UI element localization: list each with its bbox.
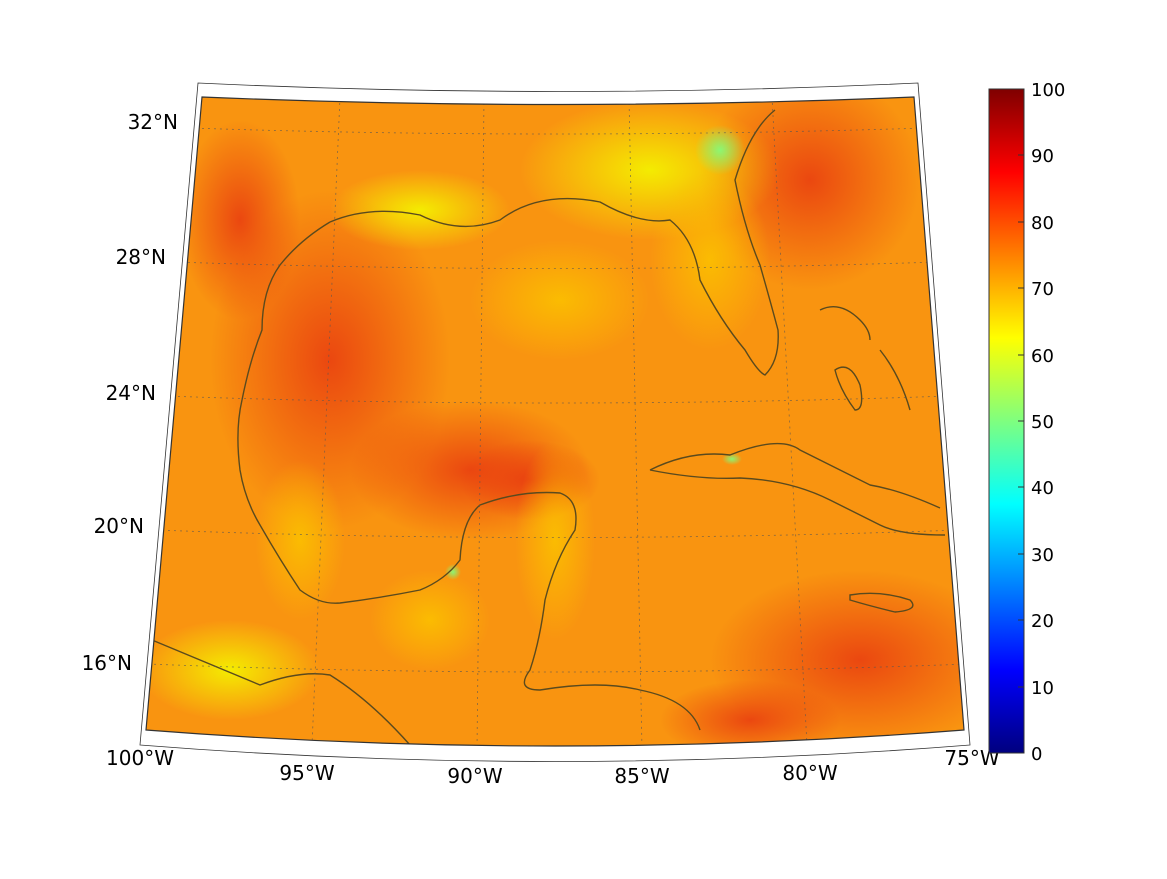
lon-label: 100°W: [106, 746, 174, 770]
lon-label: 95°W: [279, 761, 334, 785]
colorbar-tick-label: 0: [1031, 744, 1042, 765]
longitude-labels: 100°W 95°W 90°W 85°W 80°W 75°W: [106, 746, 1000, 788]
lat-label: 20°N: [94, 514, 144, 538]
colorbar-tick-label: 30: [1031, 545, 1054, 566]
lon-label: 80°W: [782, 761, 837, 785]
colorbar: 100 90 80 70 60 50 40 30 20 10 0: [988, 80, 1065, 765]
coastline: [151, 109, 946, 746]
colorbar-tick-label: 90: [1031, 146, 1054, 167]
lon-label: 90°W: [447, 764, 502, 788]
colorbar-tick-label: 100: [1031, 80, 1065, 101]
lat-label: 28°N: [116, 245, 166, 269]
heatmap-field: [146, 97, 964, 746]
colorbar-tick-label: 10: [1031, 678, 1054, 699]
lat-label: 16°N: [82, 651, 132, 675]
colorbar-tick-label: 60: [1031, 346, 1054, 367]
graticule: [147, 97, 964, 746]
colorbar-ticks: 100 90 80 70 60 50 40 30 20 10 0: [1031, 80, 1065, 765]
lon-label: 85°W: [614, 764, 669, 788]
colorbar-tick-label: 50: [1031, 412, 1054, 433]
lat-label: 32°N: [128, 110, 178, 134]
latitude-labels: 32°N 28°N 24°N 20°N 16°N: [82, 110, 178, 675]
colorbar-tick-marks: [1018, 154, 1024, 688]
colorbar-tick-label: 40: [1031, 478, 1054, 499]
map-outer-frame: [139, 82, 971, 762]
colorbar-tick-label: 80: [1031, 213, 1054, 234]
lat-label: 24°N: [106, 381, 156, 405]
map-frame: [145, 96, 965, 747]
colorbar-tick-label: 20: [1031, 611, 1054, 632]
colorbar-tick-label: 70: [1031, 279, 1054, 300]
